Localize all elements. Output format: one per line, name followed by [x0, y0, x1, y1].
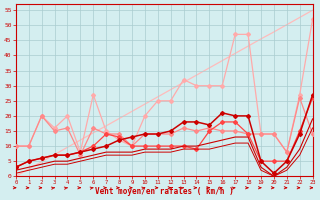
- X-axis label: Vent moyen/en rafales ( km/h ): Vent moyen/en rafales ( km/h ): [95, 187, 234, 196]
